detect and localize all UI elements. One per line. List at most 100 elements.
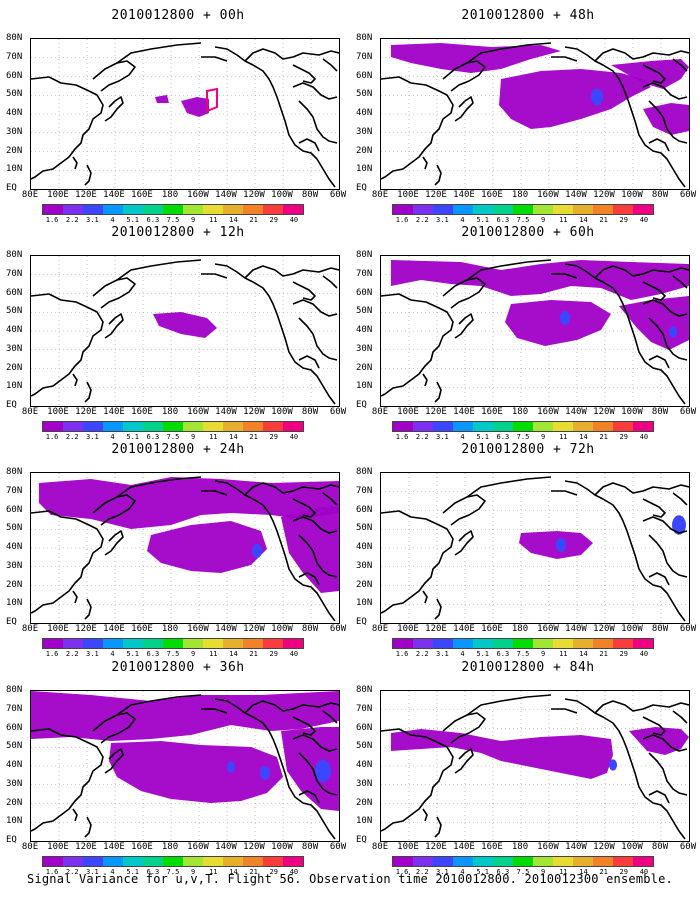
colorbar-tick-label: 1.6 xyxy=(45,650,59,658)
coastline xyxy=(648,100,688,144)
colorbar-tick-label: 3.1 xyxy=(436,433,449,441)
coastline xyxy=(434,164,442,186)
lon-tick-label: 120W xyxy=(243,624,265,634)
latitude-labels: 80N 70N 60N 50N 40N 30N 20N 10N EQ xyxy=(356,33,380,193)
lat-tick-label: 60N xyxy=(356,722,373,733)
variance-shaded-region xyxy=(391,43,561,73)
colorbar-tick-label: 7.5 xyxy=(166,216,180,224)
longitude-labels: 80E 100E 120E 140E 160E 180 160W 140W 120W 100W 80… xyxy=(18,190,352,202)
colorbar-tick-label: 6.3 xyxy=(496,868,510,876)
lon-tick-label: 140E xyxy=(103,407,125,417)
colorbar-swatches xyxy=(392,204,654,215)
coastline xyxy=(31,510,104,614)
lon-tick-label: 80W xyxy=(651,624,669,634)
colorbar-tick-label: 6.3 xyxy=(146,433,160,441)
lon-tick-label: 100E xyxy=(397,624,419,634)
lon-tick-label: 160E xyxy=(481,842,503,852)
lat-tick-label: 80N xyxy=(356,33,373,43)
colorbar-swatch xyxy=(203,639,223,648)
colorbar-swatch xyxy=(43,422,63,431)
colorbar-tick-label: 21 xyxy=(249,650,258,658)
coastline xyxy=(434,381,442,403)
coastline xyxy=(648,317,688,361)
coastline xyxy=(72,808,78,822)
coastline xyxy=(422,590,428,604)
lat-tick-label: 60N xyxy=(6,504,23,515)
colorbar-swatch xyxy=(263,422,283,431)
colorbar-swatch xyxy=(473,857,493,866)
coastline xyxy=(244,48,339,62)
lon-tick-label: 140E xyxy=(453,190,475,200)
map-panel: 2010012800 + 84h 80N 70N 60N 50N 40N 30N 20N 10N… xyxy=(356,660,700,876)
colorbar-swatches xyxy=(392,856,654,867)
lat-tick-label: 50N xyxy=(6,89,23,100)
lat-tick-label: 40N xyxy=(356,108,373,118)
colorbar-swatch xyxy=(453,639,473,648)
lon-tick-label: 80W xyxy=(301,407,319,417)
lon-tick-label: 160W xyxy=(187,624,209,634)
colorbar-tick-label: 2.2 xyxy=(65,650,79,658)
coastline xyxy=(642,281,666,301)
variance-high-spot xyxy=(672,515,686,535)
lon-tick-label: 180 xyxy=(161,190,179,200)
colorbar-swatch xyxy=(433,422,453,431)
map-svg xyxy=(31,39,339,189)
longitude-labels: 80E 100E 120E 140E 160E 180 160W 140W 120W 100W 80… xyxy=(368,407,700,419)
colorbar-tick-label: 40 xyxy=(289,433,299,441)
lat-tick-label: 10N xyxy=(356,598,373,609)
lon-tick-label: 120E xyxy=(425,190,447,200)
colorbar-tick-label: 6.3 xyxy=(146,216,160,224)
variance-high-spot xyxy=(556,538,566,552)
lon-tick-label: 160W xyxy=(187,407,209,417)
map-svg xyxy=(31,691,339,841)
coastline xyxy=(642,734,688,752)
lon-tick-label: 160E xyxy=(481,190,503,200)
lat-tick-label: 20N xyxy=(356,362,373,373)
colorbar-tick-label: 7.5 xyxy=(516,216,530,224)
longitude-labels: 80E 100E 120E 140E 160E 180 160W 140W 120W 100W 80… xyxy=(18,407,352,419)
colorbar-tick-label: 11 xyxy=(559,433,568,441)
lat-tick-label: 20N xyxy=(6,362,23,373)
colorbar-tick-label: 9 xyxy=(191,650,196,658)
coastline xyxy=(381,76,454,180)
lat-tick-label: 10N xyxy=(6,164,23,175)
lat-tick-label: 10N xyxy=(356,816,373,827)
colorbar-tick-label: 21 xyxy=(249,216,258,224)
lon-tick-label: 140E xyxy=(453,407,475,417)
lon-tick-label: 60W xyxy=(329,190,347,200)
colorbar-swatch xyxy=(593,639,613,648)
coastline xyxy=(551,273,578,279)
variance-shaded-region xyxy=(147,521,267,573)
coastline xyxy=(292,281,316,301)
coastline xyxy=(442,277,486,309)
colorbar-tick-label: 9 xyxy=(191,868,196,876)
colorbar-ticks: 1.6 2.2 3.1 4 5.1 6.3 7.5 9 11 14 21 29 40 xyxy=(392,867,654,877)
lon-tick-label: 100E xyxy=(47,190,69,200)
colorbar-ticks: 1.6 2.2 3.1 4 5.1 6.3 7.5 9 11 14 21 29 40 xyxy=(392,432,654,442)
longitude-labels: 80E 100E 120E 140E 160E 180 160W 140W 120W 100W 80… xyxy=(368,842,700,854)
lon-tick-label: 80E xyxy=(21,190,39,200)
variance-shaded-region xyxy=(31,691,339,741)
lon-tick-label: 80W xyxy=(651,842,669,852)
lat-tick-label: 70N xyxy=(356,268,373,279)
lat-tick-label: EQ xyxy=(6,183,17,193)
colorbar-ticks: 1.6 2.2 3.1 4 5.1 6.3 7.5 9 11 14 21 29 40 xyxy=(392,649,654,659)
lon-tick-label: 120W xyxy=(593,407,615,417)
colorbar-swatch xyxy=(393,639,413,648)
lon-tick-label: 100W xyxy=(271,190,293,200)
lat-tick-label: 30N xyxy=(6,126,23,137)
colorbar-tick-label: 11 xyxy=(209,433,218,441)
colorbar: 1.6 2.2 3.1 4 5.1 6.3 7.5 9 11 14 21 29 40 xyxy=(42,638,304,658)
lon-tick-label: 80W xyxy=(651,407,669,417)
coastline xyxy=(322,275,338,289)
colorbar-tick-label: 29 xyxy=(269,868,278,876)
colorbar-swatch xyxy=(473,205,493,214)
coastline xyxy=(298,572,320,586)
lat-tick-label: EQ xyxy=(356,183,367,193)
colorbar-tick-label: 29 xyxy=(619,868,628,876)
lon-tick-label: 160W xyxy=(537,624,559,634)
colorbar: 1.6 2.2 3.1 4 5.1 6.3 7.5 9 11 14 21 29 40 xyxy=(42,204,304,224)
coastline xyxy=(298,790,320,804)
coastline xyxy=(672,275,688,289)
colorbar-swatch xyxy=(493,422,513,431)
